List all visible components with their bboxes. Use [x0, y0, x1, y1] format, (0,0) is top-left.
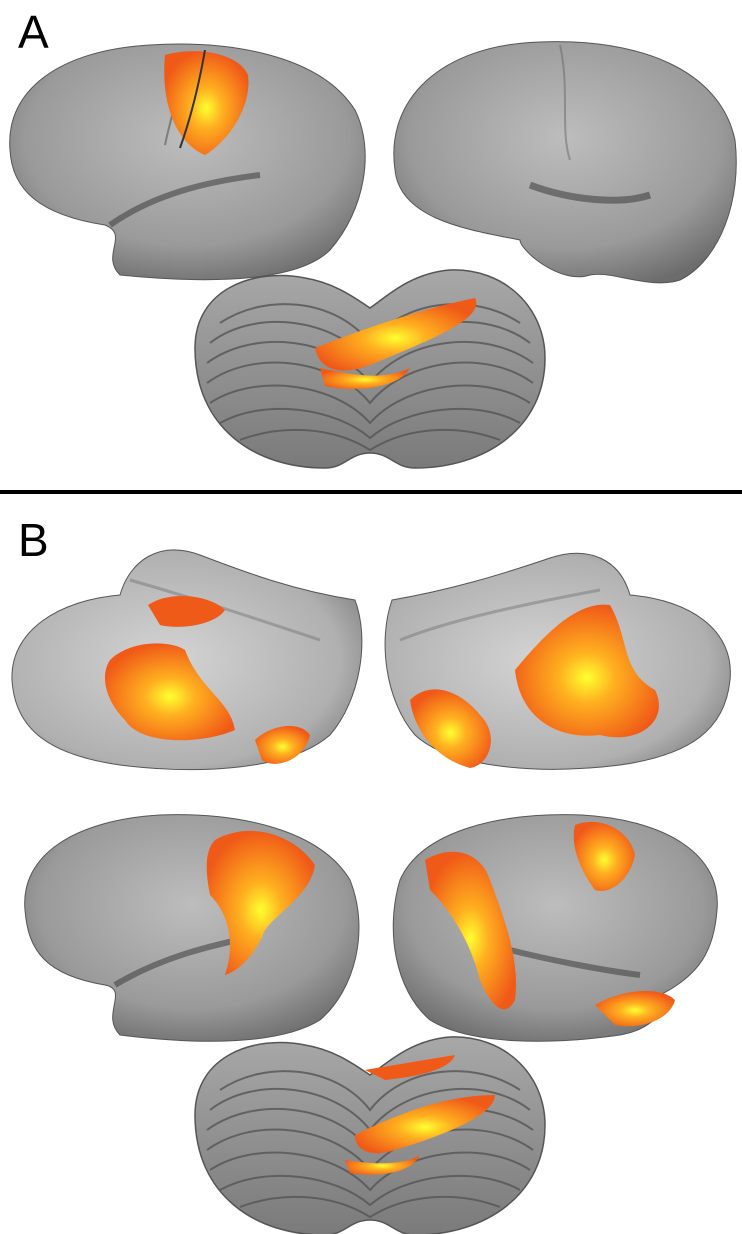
- right-hemisphere-medial: [394, 42, 736, 283]
- left-hemisphere-inflated: [12, 550, 362, 770]
- cerebellum: [195, 1037, 545, 1234]
- right-hemisphere-lateral: [393, 815, 717, 1042]
- divider: [0, 490, 742, 494]
- panel-label: B: [18, 514, 49, 566]
- cerebellum: [195, 270, 545, 468]
- left-hemisphere-lateral: [25, 815, 359, 1042]
- panel-label: A: [18, 6, 49, 58]
- left-hemisphere-lateral: [10, 44, 366, 280]
- figure: A B: [0, 0, 742, 1234]
- right-hemisphere-inflated: [385, 553, 730, 769]
